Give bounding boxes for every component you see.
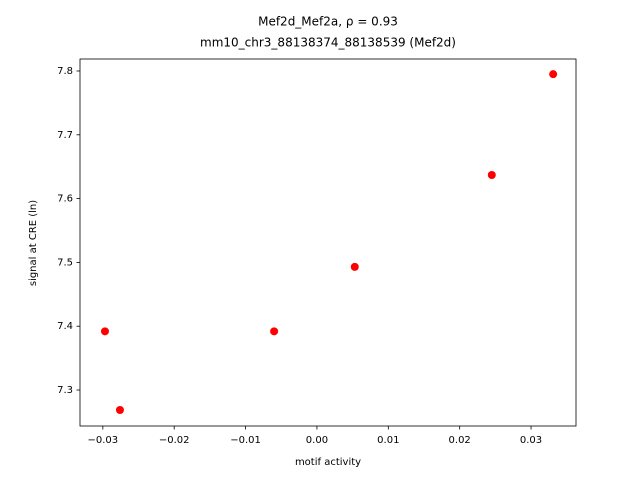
point <box>549 70 558 79</box>
y-axis-label: signal at CRE (ln) <box>28 200 39 286</box>
y-tick-label: 7.5 <box>57 257 73 268</box>
plot-frame <box>79 58 577 427</box>
y-tick-label: 7.3 <box>57 385 73 396</box>
x-tick-label: 0.00 <box>306 435 328 446</box>
x-tick-label: 0.02 <box>449 435 471 446</box>
point <box>100 327 109 336</box>
point <box>270 327 279 336</box>
x-tick-label: −0.03 <box>88 435 119 446</box>
point <box>487 170 496 179</box>
point <box>350 262 359 271</box>
x-tick-label: −0.01 <box>230 435 261 446</box>
y-tick-label: 7.6 <box>57 194 73 205</box>
y-tick-label: 7.4 <box>57 321 73 332</box>
chart-title: Mef2d_Mef2a, ρ = 0.93 <box>258 15 398 29</box>
chart-subtitle: mm10_chr3_88138374_88138539 (Mef2d) <box>200 36 456 50</box>
point <box>115 405 124 414</box>
y-tick-label: 7.7 <box>57 130 73 141</box>
x-tick-label: 0.03 <box>520 435 542 446</box>
x-axis-label: motif activity <box>295 457 361 468</box>
y-tick-label: 7.8 <box>57 66 73 77</box>
x-tick-label: 0.01 <box>377 435 399 446</box>
x-tick-label: −0.02 <box>159 435 190 446</box>
